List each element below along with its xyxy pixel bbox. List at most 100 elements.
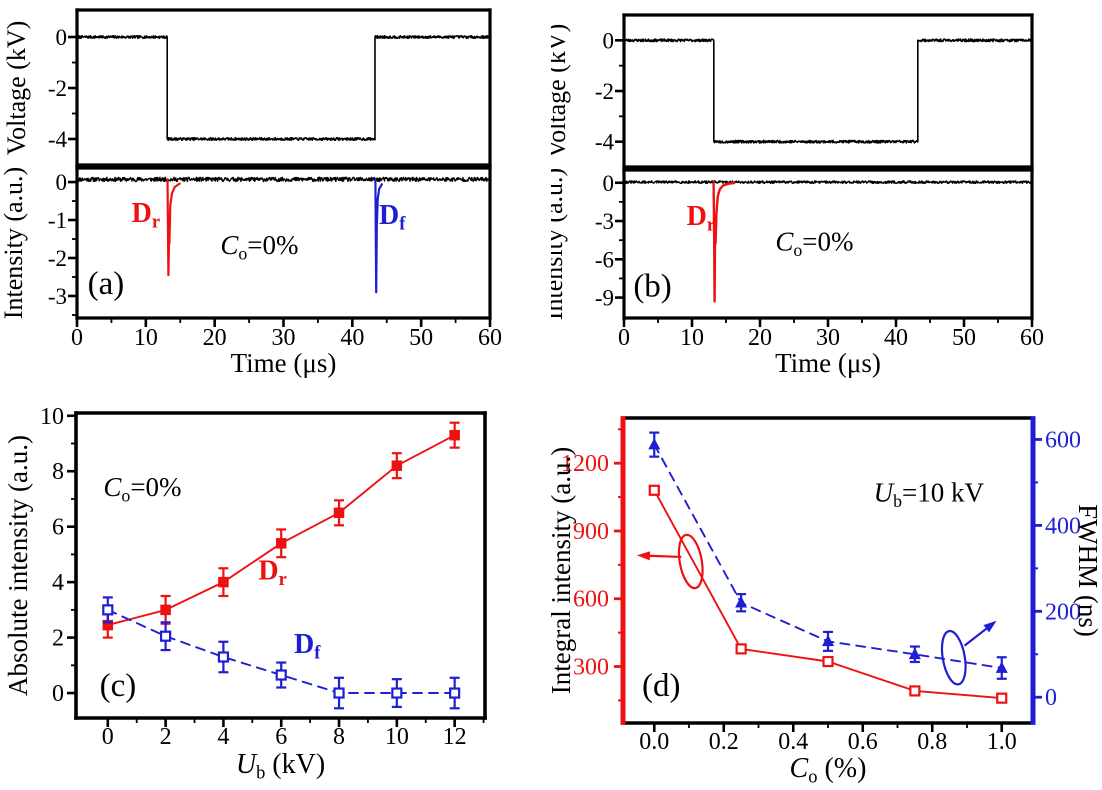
subplot-voltage: 0 -2 -4 Voltage (kV) <box>2 8 492 167</box>
plot-integral-intensity-fwhm: 0.0 0.2 0.4 0.6 0.8 1.0 300 600 900 1200 0 200 400 60… <box>551 416 1102 787</box>
fwhm-marker <box>821 634 835 647</box>
x-tick-label: 50 <box>409 325 433 351</box>
x-tick-label: 0.0 <box>639 729 669 755</box>
panel-c-absolute-intensity-chart: 0 2 4 6 8 10 12 0 2 4 6 8 10 Ub (kV) Absolute intensit… <box>3 404 487 783</box>
Dr-discharge-spike <box>712 180 736 303</box>
right-y-tick-label: 200 <box>1045 599 1081 625</box>
x-tick-label: 20 <box>748 325 772 351</box>
subplot-voltage: 0 -2 -4 Voltage (kV) <box>551 13 1034 169</box>
Df-marker <box>333 687 345 699</box>
x-tick-label: 4 <box>217 724 229 750</box>
Dr-label: Dr <box>258 555 286 589</box>
y-tick-label: 0 <box>52 681 64 707</box>
y-tick-label: -3 <box>595 209 614 234</box>
left-axis-indicator-arrow-head <box>636 551 651 561</box>
Df-discharge-spike <box>374 178 383 294</box>
y-tick-label: -2 <box>595 79 614 104</box>
panel-a-voltage-intensity-chart: 0 -2 -4 Voltage (kV) 0 -1 -2 -3 Intensity (a.u.)… <box>0 8 502 378</box>
x-tick-label: 40 <box>884 325 908 351</box>
fwhm-marker <box>995 661 1008 673</box>
integral-intensity-marker <box>909 685 921 697</box>
subplot-intensity: 0 -3 -6 -9 Intensity (a.u.) 0 10 20 30 40 50 60 Time… <box>551 168 1044 378</box>
panel-letter: (b) <box>633 268 671 304</box>
right-axis-indicator-arrow <box>963 624 992 647</box>
x-tick-label: 1.0 <box>987 729 1017 755</box>
right-axis-indicator-ellipse <box>940 629 967 686</box>
left-y-tick-label: 600 <box>573 587 609 613</box>
y-tick-label: -2 <box>48 76 67 101</box>
left-axis-indicator-ellipse <box>677 533 704 590</box>
intensity-baseline <box>623 180 1033 185</box>
integral-intensity-marker <box>822 655 834 668</box>
y-tick-label: 6 <box>52 515 64 541</box>
left-y-tick-label: 900 <box>573 519 609 545</box>
Dr-marker <box>391 460 403 471</box>
y-tick-label: 0 <box>56 170 68 195</box>
Dr-label: Dr <box>687 201 715 235</box>
x-tick-label: 0 <box>618 325 630 351</box>
y-tick-label: 10 <box>40 404 64 430</box>
panel-letter: (a) <box>88 266 125 302</box>
x-tick-label: 6 <box>275 724 287 750</box>
Df-label: Df <box>294 629 321 663</box>
x-tick-label: 30 <box>816 325 840 351</box>
Df-marker <box>275 669 287 681</box>
Co-annotation: Co=0% <box>220 230 298 263</box>
x-tick-label: 50 <box>952 325 976 351</box>
fwhm-marker <box>648 438 661 450</box>
x-tick-label: 60 <box>478 325 502 351</box>
y-tick-label: 2 <box>52 626 64 652</box>
x-axis-title: Ub (kV) <box>236 749 325 783</box>
x-tick-label: 10 <box>680 325 704 351</box>
left-y-tick-label: 300 <box>573 655 609 681</box>
y-tick-label: -4 <box>595 130 615 155</box>
right-y-axis-title: FWHM (ns) <box>1073 504 1102 637</box>
y-axis-title: Voltage (kV) <box>2 21 31 156</box>
x-tick-label: 0.2 <box>709 729 739 755</box>
voltage-trace <box>76 35 491 142</box>
panel-letter: (d) <box>642 668 680 704</box>
Dr-marker <box>218 576 229 588</box>
y-tick-label: -6 <box>595 247 614 272</box>
right-axis-indicator-arrow-head <box>983 620 997 633</box>
fwhm-marker <box>735 596 748 608</box>
x-axis-title: Co (%) <box>790 753 867 787</box>
x-tick-label: 40 <box>340 325 364 351</box>
x-tick-label: 0.8 <box>917 729 947 755</box>
x-tick-label: 10 <box>134 325 158 351</box>
integral-intensity-marker <box>735 643 747 655</box>
Dr-marker <box>449 429 460 441</box>
Dr-marker <box>275 538 287 549</box>
panel-b-voltage-intensity-chart: 0 -2 -4 Voltage (kV) 0 -3 -6 -9 Intensity (a.u.)… <box>551 13 1044 378</box>
integral-intensity-marker <box>648 484 660 496</box>
fwhm-marker <box>908 647 921 660</box>
x-tick-label: 0.6 <box>848 729 878 755</box>
y-tick-label: 8 <box>52 459 64 485</box>
y-axis-title: Voltage (kV) <box>551 24 571 159</box>
Df-marker <box>217 651 230 663</box>
right-y-tick-label: 0 <box>1045 685 1057 711</box>
y-tick-label: -2 <box>48 246 67 271</box>
y-axis-title: Intensity (a.u.) <box>551 168 568 320</box>
plot-absolute-intensity: 0 2 4 6 8 10 12 0 2 4 6 8 10 Ub (kV) Absolute intensit… <box>3 404 487 783</box>
x-tick-label: 10 <box>385 724 409 750</box>
x-tick-label: 20 <box>203 325 227 351</box>
Dr-marker <box>160 604 171 616</box>
Co-annotation: Co=0% <box>775 226 853 259</box>
Dr-marker <box>333 507 345 519</box>
x-tick-label: 8 <box>333 724 345 750</box>
y-axis-title: Intensity (a.u.) <box>0 167 28 319</box>
integral-intensity-marker <box>996 692 1008 704</box>
left-axis-indicator-arrow <box>644 554 682 559</box>
y-axis-title: Absolute intensity (a.u.) <box>3 435 33 696</box>
y-tick-label: 0 <box>603 171 615 196</box>
Df-marker <box>102 604 114 616</box>
Dr-discharge-spike <box>166 178 181 277</box>
y-tick-label: -4 <box>48 127 68 152</box>
y-tick-label: -3 <box>48 284 67 309</box>
x-tick-label: 30 <box>272 325 296 351</box>
Df-label: Df <box>379 200 406 234</box>
x-tick-label: 60 <box>1020 325 1044 351</box>
y-tick-label: 0 <box>603 28 615 53</box>
